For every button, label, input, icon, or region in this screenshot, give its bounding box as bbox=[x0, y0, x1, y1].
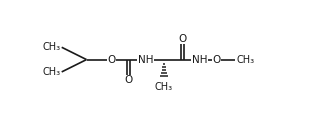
Text: O: O bbox=[124, 75, 132, 85]
Text: O: O bbox=[107, 55, 116, 65]
Text: NH: NH bbox=[138, 55, 153, 65]
Text: NH: NH bbox=[192, 55, 207, 65]
Text: CH₃: CH₃ bbox=[155, 82, 173, 92]
Text: CH₃: CH₃ bbox=[237, 55, 255, 65]
Text: O: O bbox=[212, 55, 221, 65]
Text: CH₃: CH₃ bbox=[42, 42, 60, 52]
Text: O: O bbox=[179, 34, 187, 44]
Text: CH₃: CH₃ bbox=[42, 67, 60, 77]
